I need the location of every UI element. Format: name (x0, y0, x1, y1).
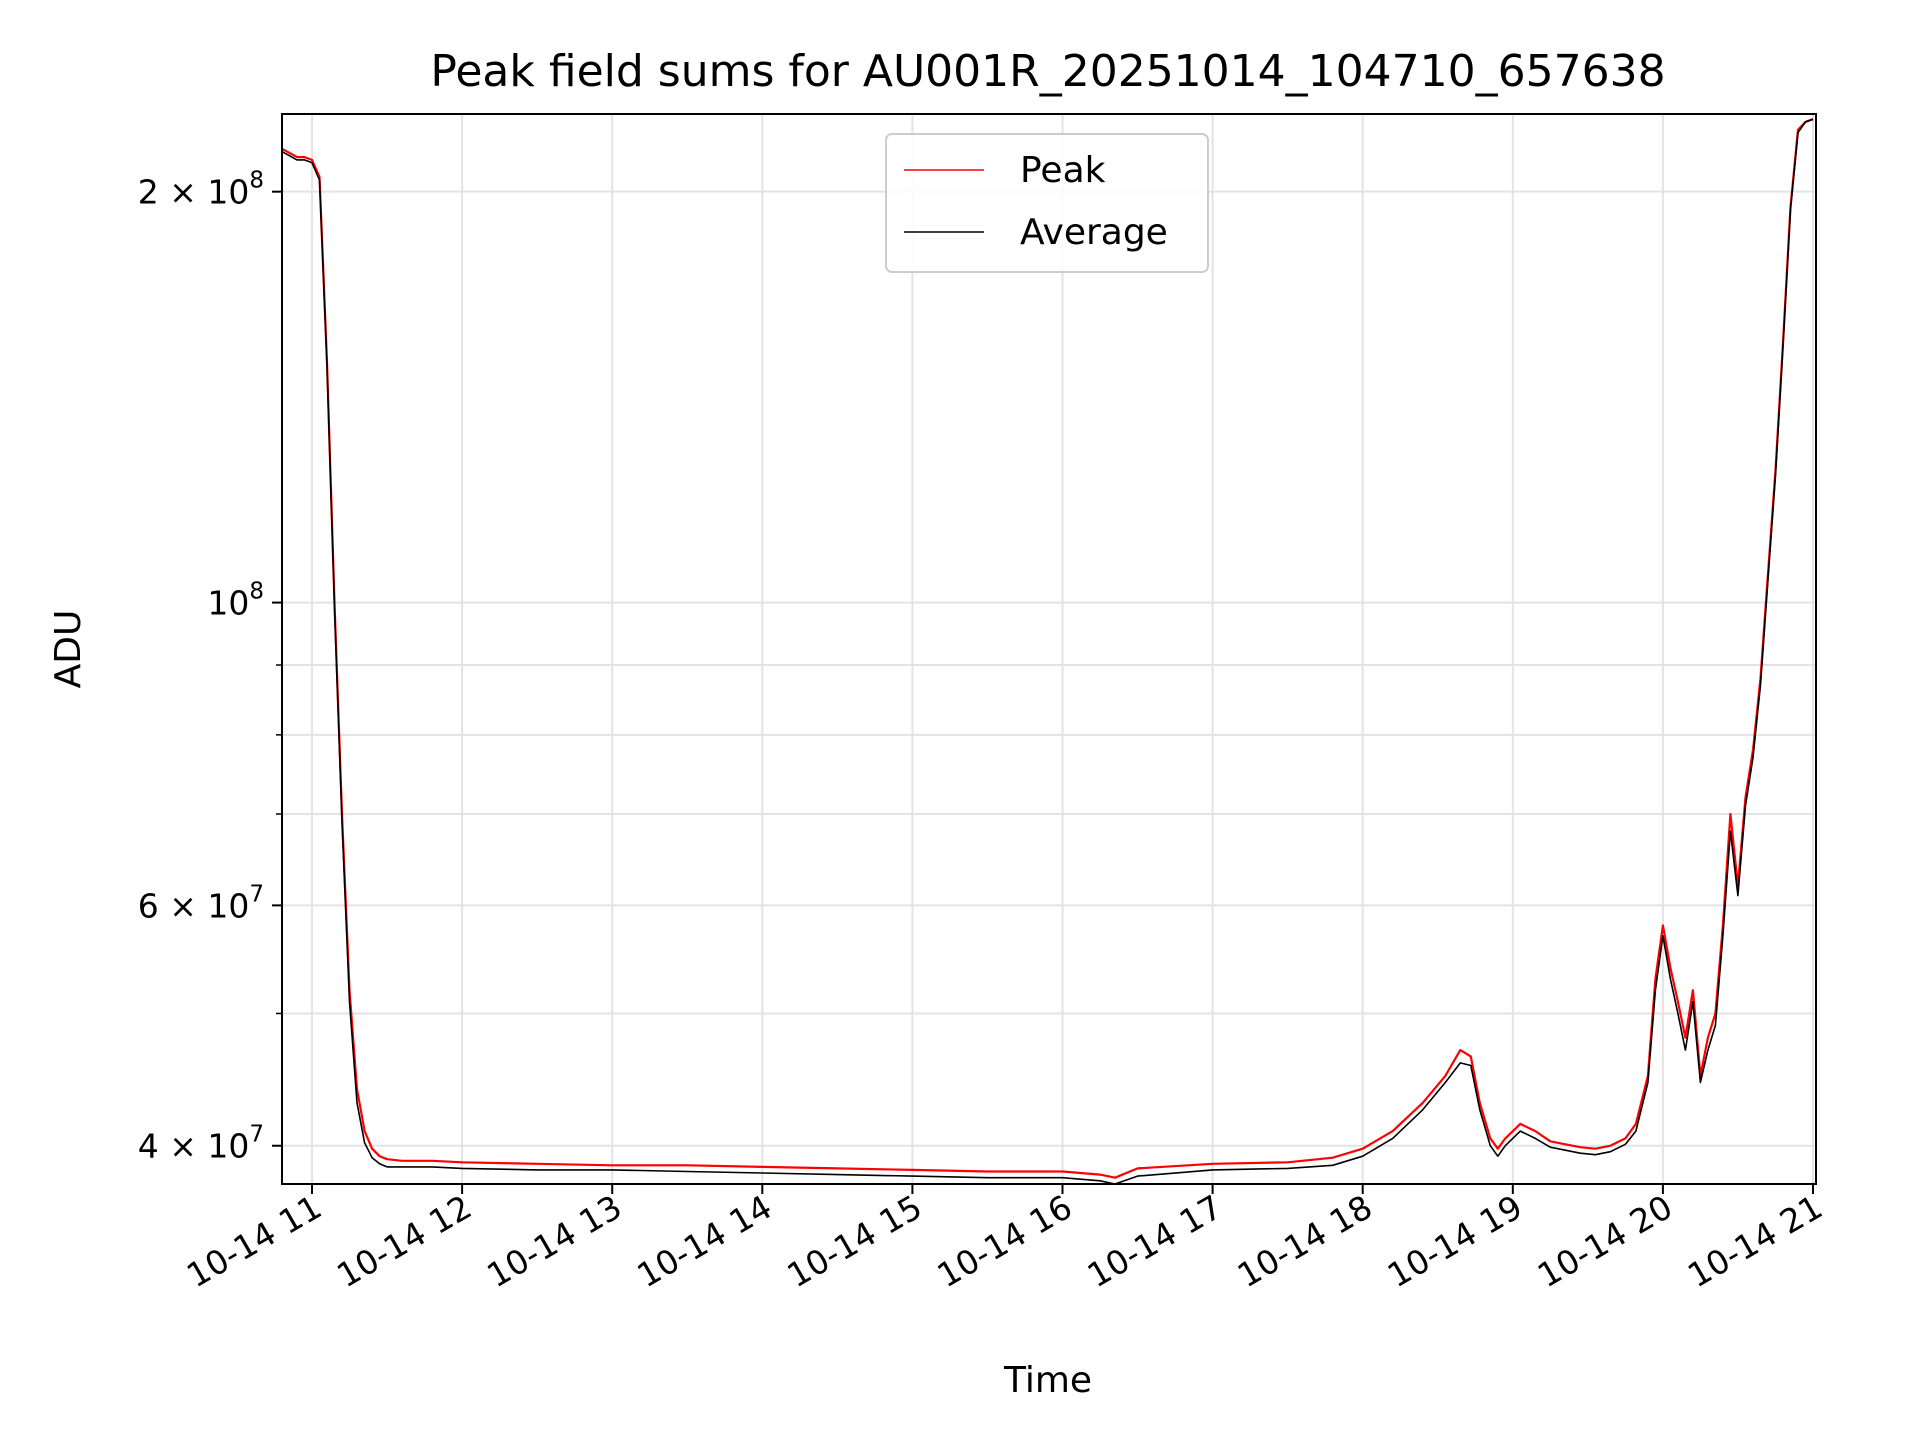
y-tick-label: 108 (207, 579, 264, 623)
legend-label-peak: Peak (1020, 150, 1106, 191)
x-axis-label: Time (1003, 1360, 1092, 1401)
chart-title: Peak field sums for AU001R_20251014_1047… (430, 46, 1665, 97)
legend-box (885, 133, 1209, 273)
legend: Peak Average (885, 133, 1209, 273)
y-axis-label: ADU (48, 610, 89, 689)
series-layer (281, 118, 1814, 1185)
y-tick-label: 6 × 107 (138, 881, 264, 925)
series-line-average (281, 118, 1814, 1185)
plot-frame (281, 113, 1817, 1185)
legend-label-average: Average (1020, 212, 1168, 253)
grid (282, 114, 1816, 1184)
y-tick-label: 4 × 107 (138, 1122, 264, 1166)
y-tick-label: 2 × 108 (138, 168, 264, 212)
